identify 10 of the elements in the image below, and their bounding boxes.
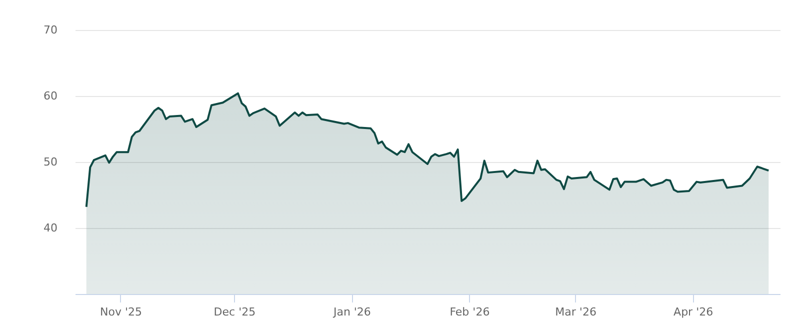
x-tick-label: Feb '26 (450, 306, 490, 318)
x-tick-label: Nov '25 (100, 306, 142, 318)
y-tick-label: 50 (44, 156, 58, 168)
x-tick-label: Jan '26 (332, 306, 371, 318)
y-tick-label: 60 (44, 90, 58, 102)
y-tick-label: 40 (44, 222, 58, 234)
x-tick-label: Mar '26 (555, 306, 596, 318)
x-tick-label: Dec '25 (214, 306, 256, 318)
x-tick-label: Apr '26 (674, 306, 714, 318)
y-tick-label: 70 (44, 24, 58, 36)
